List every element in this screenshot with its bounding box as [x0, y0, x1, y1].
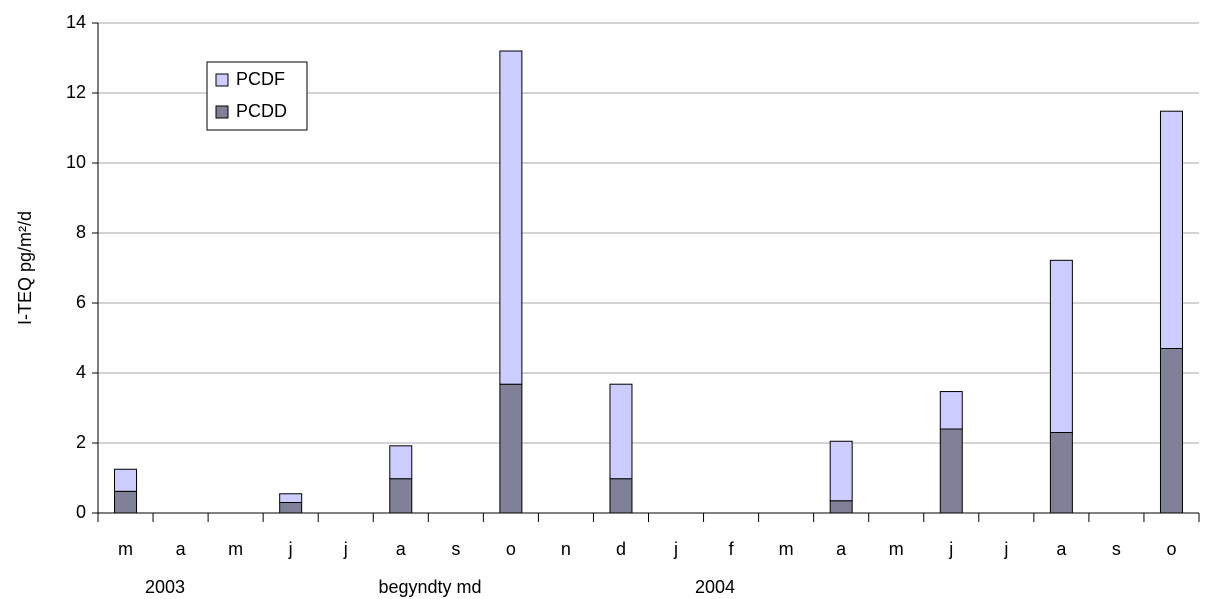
bar-segment: [279, 502, 303, 514]
x-tick-label: a: [396, 539, 407, 559]
y-tick-label: 6: [76, 292, 86, 312]
y-tick-label: 0: [76, 502, 86, 522]
x-tick-label: o: [506, 539, 516, 559]
x-tick-label: m: [118, 539, 133, 559]
y-tick-label: 12: [66, 82, 86, 102]
bar-segment: [1159, 348, 1183, 514]
x-tick-label: a: [176, 539, 187, 559]
bar-segment: [389, 445, 413, 480]
x-tick-label: j: [288, 539, 293, 559]
bar-segment: [279, 493, 303, 503]
bar-segment: [609, 383, 633, 480]
x-tick-label: a: [836, 539, 847, 559]
legend-swatch: [215, 105, 229, 119]
x-tick-label: a: [1056, 539, 1067, 559]
y-tick-label: 10: [66, 152, 86, 172]
y-axis-label: I-TEQ pg/m²/d: [15, 211, 35, 325]
x-tick-label: j: [343, 539, 348, 559]
bar-segment: [114, 468, 138, 492]
legend-label: PCDF: [236, 69, 285, 89]
y-tick-label: 4: [76, 362, 86, 382]
legend-box: [206, 61, 308, 131]
y-tick-label: 8: [76, 222, 86, 242]
bar-segment: [609, 478, 633, 514]
bar-segment: [829, 440, 853, 502]
x-tick-label: m: [779, 539, 794, 559]
bar-segment: [829, 500, 853, 514]
x-tick-label: d: [616, 539, 626, 559]
x-tick-label: s: [1112, 539, 1121, 559]
x-tick-label: m: [889, 539, 904, 559]
bar-segment: [499, 383, 523, 514]
x-tick-label: j: [1003, 539, 1008, 559]
bar-segment: [939, 391, 963, 430]
y-tick-label: 14: [66, 12, 86, 32]
annotation: 2003: [145, 577, 185, 597]
x-tick-label: m: [228, 539, 243, 559]
x-tick-label: o: [1166, 539, 1176, 559]
bar-segment: [1159, 110, 1183, 349]
bar-segment: [499, 50, 523, 385]
legend-swatch: [215, 73, 229, 87]
bar-segment: [389, 478, 413, 514]
bar-segment: [939, 428, 963, 514]
bar-segment: [1049, 259, 1073, 433]
y-tick-label: 2: [76, 432, 86, 452]
bar-segment: [1049, 432, 1073, 514]
x-tick-label: s: [451, 539, 460, 559]
bar-segment: [114, 490, 138, 514]
annotation: begyndty md: [378, 577, 481, 597]
x-tick-label: f: [729, 539, 735, 559]
annotation: 2004: [695, 577, 735, 597]
x-tick-label: j: [673, 539, 678, 559]
x-tick-label: j: [948, 539, 953, 559]
legend-label: PCDD: [236, 101, 287, 121]
x-tick-label: n: [561, 539, 571, 559]
